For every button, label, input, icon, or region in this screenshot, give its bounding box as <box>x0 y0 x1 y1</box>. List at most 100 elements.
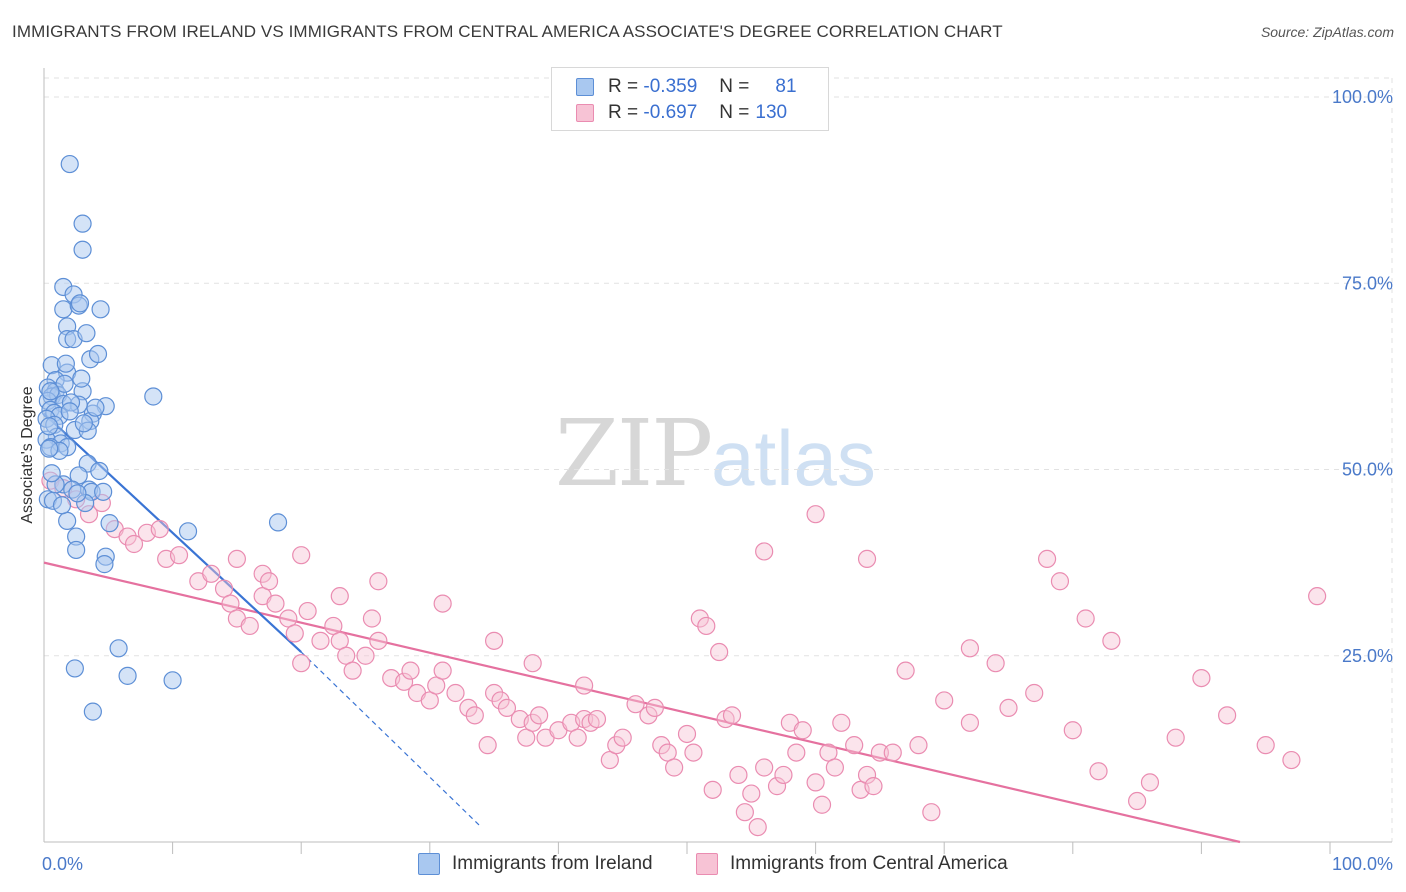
data-point-central-america <box>832 713 851 732</box>
x-tick-label: 0.0% <box>42 854 83 874</box>
data-point-ireland <box>77 324 96 343</box>
data-point-central-america <box>1102 631 1121 650</box>
data-point-central-america <box>343 661 362 680</box>
data-point-ireland <box>65 659 84 678</box>
data-point-ireland <box>178 522 198 541</box>
x-tick-label: 100.0% <box>1332 854 1393 874</box>
data-point-central-america <box>587 709 607 729</box>
data-point-ireland <box>94 482 113 501</box>
data-point-central-america <box>523 713 542 732</box>
data-point-central-america <box>530 706 549 725</box>
series-ireland <box>37 154 288 721</box>
data-point-ireland <box>144 387 163 406</box>
watermark: ZIPatlas <box>555 400 876 507</box>
data-point-central-america <box>639 706 658 725</box>
data-point-ireland <box>100 514 119 533</box>
data-point-central-america <box>665 758 684 777</box>
data-point-central-america <box>485 683 504 703</box>
data-point-central-america <box>922 803 941 822</box>
data-point-central-america <box>292 654 311 673</box>
data-point-ireland <box>73 240 92 259</box>
watermark-zip: ZIP <box>555 400 713 507</box>
y-axis-title: Associate's Degree <box>19 386 36 524</box>
data-point-ireland <box>60 154 79 174</box>
data-point-ireland <box>86 398 105 417</box>
data-point-ireland <box>90 461 109 481</box>
data-point-central-america <box>960 639 980 658</box>
trend-line-ireland-extension <box>300 651 482 828</box>
data-point-central-america <box>1218 706 1237 725</box>
data-point-central-america <box>369 631 388 650</box>
data-point-central-america <box>626 695 645 714</box>
data-point-central-america <box>864 777 883 796</box>
data-point-ireland <box>55 374 74 393</box>
data-point-central-america <box>806 773 825 792</box>
data-point-central-america <box>748 817 767 837</box>
data-point-central-america <box>118 527 137 546</box>
data-point-ireland <box>42 464 61 483</box>
legend-row-ireland: R = -0.359 N = 81 <box>576 76 797 98</box>
legend-swatch-central-america <box>576 104 594 122</box>
data-point-ireland <box>95 555 114 574</box>
data-point-ireland <box>40 417 59 436</box>
data-point-central-america <box>266 594 285 613</box>
data-point-central-america <box>1140 773 1160 792</box>
data-point-central-america <box>1166 728 1185 747</box>
data-point-central-america <box>857 765 877 785</box>
bottom-legend-central-america: Immigrants from Central America <box>696 852 1008 876</box>
data-point-central-america <box>999 698 1018 718</box>
data-point-central-america <box>1256 736 1275 755</box>
data-point-central-america <box>356 646 375 665</box>
bottom-legend-label-central-america: Immigrants from Central America <box>730 853 1008 874</box>
data-point-central-america <box>1050 572 1070 591</box>
data-point-ireland <box>58 511 77 531</box>
data-point-central-america <box>755 758 774 777</box>
data-point-central-america <box>722 706 742 725</box>
data-point-ireland <box>109 639 128 658</box>
data-point-ireland <box>73 214 92 233</box>
data-point-central-america <box>690 609 709 628</box>
data-point-central-america <box>896 661 915 680</box>
data-point-central-america <box>742 784 761 803</box>
legend: R = -0.359 N = 81 R = -0.697 N = 130 <box>551 67 829 131</box>
data-point-central-america <box>202 564 221 583</box>
data-point-central-america <box>311 631 330 650</box>
legend-r-value: -0.359 <box>643 76 698 97</box>
y-tick-label: 75.0% <box>1342 273 1393 293</box>
data-point-central-america <box>755 542 774 561</box>
data-point-ireland <box>56 354 75 373</box>
bottom-legend-swatch-ireland <box>418 853 440 875</box>
legend-r-value: -0.697 <box>643 102 698 123</box>
bottom-legend-ireland: Immigrants from Ireland <box>418 852 653 876</box>
data-point-central-america <box>1076 609 1095 628</box>
data-point-central-america <box>253 564 272 583</box>
data-point-central-america <box>433 594 452 613</box>
data-point-central-america <box>793 721 812 740</box>
data-point-central-america <box>883 743 902 762</box>
data-point-central-america <box>909 736 928 755</box>
data-point-ireland <box>72 369 91 388</box>
data-point-central-america <box>857 549 877 569</box>
data-point-central-america <box>1063 721 1082 740</box>
data-point-ireland <box>70 294 90 313</box>
data-point-ireland <box>268 513 288 532</box>
data-point-central-america <box>330 587 349 606</box>
data-point-ireland <box>118 666 137 685</box>
trend-line-central-america <box>43 561 1241 844</box>
data-point-central-america <box>806 505 825 524</box>
data-point-ireland <box>83 702 102 721</box>
data-point-central-america <box>986 654 1005 673</box>
data-point-central-america <box>960 713 980 732</box>
data-point-central-america <box>703 780 722 799</box>
data-point-central-america <box>774 765 793 785</box>
data-point-central-america <box>485 631 504 650</box>
data-point-central-america <box>1037 549 1057 569</box>
tick-labels: 25.0% 50.0% 75.0% 100.0% 0.0% 100.0% <box>42 87 1393 874</box>
data-point-central-america <box>1025 683 1044 703</box>
data-point-central-america <box>729 765 748 785</box>
data-point-central-america <box>401 661 420 680</box>
legend-n-value: 81 <box>775 76 797 97</box>
data-point-central-america <box>394 672 414 691</box>
data-point-central-america <box>491 691 510 710</box>
